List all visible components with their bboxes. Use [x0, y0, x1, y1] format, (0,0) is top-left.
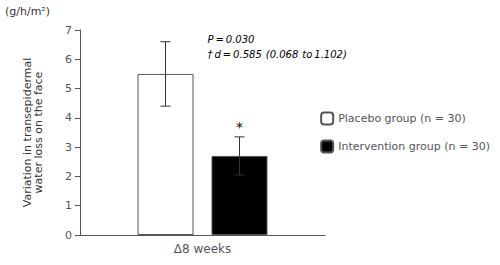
svg-text:Intervention group (n = 30): Intervention group (n = 30)	[338, 140, 490, 153]
svg-text:2: 2	[65, 170, 72, 183]
svg-text:(g/h/m²): (g/h/m²)	[5, 5, 50, 18]
svg-text:3: 3	[65, 141, 72, 154]
svg-text:1: 1	[65, 199, 72, 212]
svg-text:0: 0	[65, 229, 72, 242]
svg-text:5: 5	[65, 82, 72, 95]
svg-text:Variation in transepidermal: Variation in transepidermal	[21, 57, 34, 208]
svg-text:P = 0.030: P = 0.030	[207, 34, 254, 45]
svg-text:7: 7	[65, 24, 72, 37]
svg-text:6: 6	[65, 53, 72, 66]
svg-text:Δ8 weeks: Δ8 weeks	[174, 242, 231, 256]
svg-text:*: *	[236, 119, 243, 135]
svg-text:4: 4	[65, 111, 72, 124]
svg-text:† d = 0.585 (0.068 to 1.102): † d = 0.585 (0.068 to 1.102)	[207, 49, 346, 60]
svg-text:water loss on the face: water loss on the face	[32, 71, 45, 193]
svg-text:Placebo group (n = 30): Placebo group (n = 30)	[338, 112, 466, 125]
